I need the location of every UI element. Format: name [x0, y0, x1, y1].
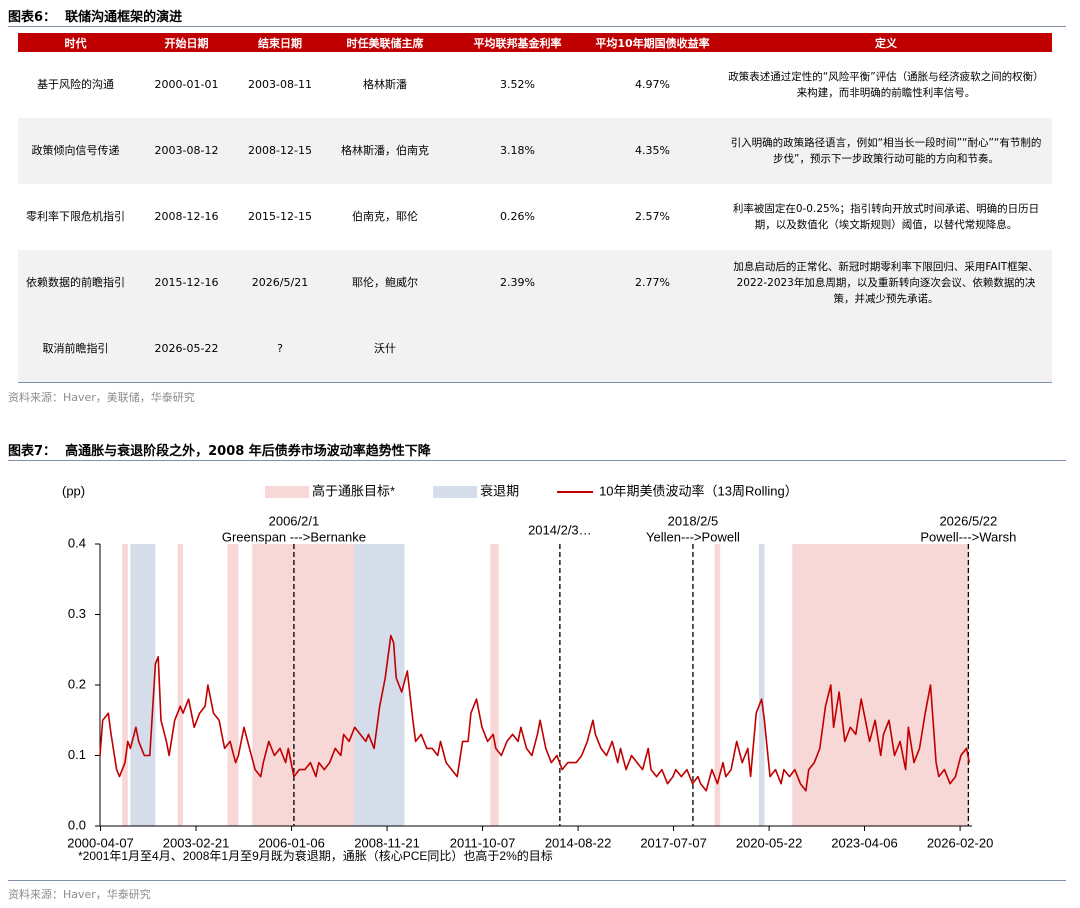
table-cell: 2.77% [635, 276, 670, 289]
x-tick-label: 2008-11-21 [354, 835, 420, 850]
shaded-band [177, 544, 184, 826]
table-cell: 2008-12-15 [248, 144, 312, 157]
table-body: 基于风险的沟通 2000-01-01 2003-08-11 格林斯潘 3.52% 4.97… [18, 52, 1052, 382]
table-cell: 加息启动后的正常化、新冠时期零利率下限回归、采用FAIT框架、2022-2023… [733, 261, 1039, 305]
table-cell [720, 316, 1052, 382]
shaded-band [714, 544, 721, 826]
table-cell: 2003-08-11 [248, 78, 312, 91]
table-cell: 引入明确的政策路径语言，例如“相当长一段时间”“耐心”“有节制的步伐”，预示下一… [730, 137, 1042, 165]
table-cell: 3.52% [500, 78, 535, 91]
table-cell: 取消前瞻指引 [42, 342, 109, 355]
x-tick-label: 2006-01-06 [258, 835, 325, 850]
rule [8, 26, 1066, 27]
table-cell: 2003-08-12 [154, 144, 219, 157]
header-cell: 平均联邦基金利率 [450, 33, 585, 52]
x-tick-label: 2017-07-07 [640, 835, 707, 850]
legend-label: 衰退期 [480, 483, 519, 498]
table-cell [585, 316, 720, 382]
event-label: Powell--->Warsh [920, 529, 1016, 544]
x-tick-label: 2011-10-07 [450, 835, 516, 850]
table-row: 零利率下限危机指引 2008-12-16 2015-12-15 伯南克，耶伦 0.26%… [18, 184, 1052, 250]
chart: (pp) *2001年1月至4月、2008年1月至9月既为衰退期，通胀（核心PC… [62, 483, 1016, 863]
table-cell: 2015-12-15 [248, 210, 312, 223]
table-cell: 2000-01-01 [154, 78, 219, 91]
shaded-band [490, 544, 499, 826]
table-cell: 政策倾向信号传递 [31, 144, 120, 157]
event-label: 2026/5/22 [939, 513, 997, 528]
rule [8, 880, 1066, 881]
table-cell: 格林斯潘 [363, 78, 407, 91]
y-tick-label: 0.2 [68, 676, 86, 691]
x-tick-label: 2003-02-21 [163, 835, 230, 850]
legend-label: 10年期美债波动率（13周Rolling） [599, 483, 798, 498]
header-row: 时代 开始日期 结束日期 时任美联储主席 平均联邦基金利率 平均10年期国债收益率 定义 [18, 33, 1052, 52]
source: 资料来源：Haver，美联储，华泰研究 [8, 391, 195, 404]
rule [8, 460, 1066, 461]
footnote: *2001年1月至4月、2008年1月至9月既为衰退期，通胀（核心PCE同比）也… [78, 848, 553, 863]
shaded-band [758, 544, 765, 826]
x-tick-label: 2023-04-06 [831, 835, 898, 850]
header-cell: 平均10年期国债收益率 [585, 33, 720, 52]
table-cell: 零利率下限危机指引 [26, 210, 125, 223]
event-label: Yellen--->Powell [646, 529, 740, 544]
y-tick-label: 0.1 [68, 747, 86, 762]
y-axis-label: (pp) [62, 483, 85, 498]
figure-title: 图表7： 高通胀与衰退阶段之外，2008 年后债券市场波动率趋势性下降 [8, 444, 431, 459]
table-cell [450, 316, 585, 382]
shaded-band [130, 544, 156, 826]
table-cell: 政策表述通过定性的“风险平衡”评估（通胀与经济疲软之间的权衡）来构建，而非明确的… [728, 71, 1044, 99]
y-tick-label: 0.3 [68, 606, 86, 621]
shaded-band [122, 544, 128, 826]
table: 时代 开始日期 结束日期 时任美联储主席 平均联邦基金利率 平均10年期国债收益率 定义 基… [18, 33, 1052, 382]
x-tick-label: 2000-04-07 [67, 835, 134, 850]
header-cell: 结束日期 [240, 33, 320, 52]
shaded-band [354, 544, 405, 826]
y-tick-label: 0.4 [68, 535, 86, 550]
legend-label: 高于通胀目标* [312, 483, 395, 498]
table-cell: 2015-12-16 [154, 276, 219, 289]
table-row: 政策倾向信号传递 2003-08-12 2008-12-15 格林斯潘，伯南克 3.18… [18, 118, 1052, 184]
table-cell: 0.26% [500, 210, 535, 223]
table-row: 基于风险的沟通 2000-01-01 2003-08-11 格林斯潘 3.52% 4.97… [18, 52, 1052, 118]
legend-swatch [265, 486, 309, 498]
table-cell: 基于风险的沟通 [37, 78, 114, 91]
x-tick-label: 2014-08-22 [545, 835, 612, 850]
legend-swatch [433, 486, 478, 498]
header-cell: 定义 [720, 33, 1052, 52]
table-cell: 4.35% [635, 144, 670, 157]
shaded-band [792, 544, 970, 826]
figure-title: 图表6： 联储沟通框架的演进 [8, 10, 183, 25]
event-label: Greenspan --->Bernanke [222, 529, 366, 544]
table-cell: 3.18% [500, 144, 535, 157]
shaded-band [227, 544, 239, 826]
table-cell: 格林斯潘，伯南克 [341, 144, 429, 157]
header-cell: 开始日期 [133, 33, 240, 52]
table-cell: 4.97% [635, 78, 670, 91]
table-cell: 依赖数据的前瞻指引 [26, 276, 125, 289]
table-cell: 2.39% [500, 276, 535, 289]
table-row: 依赖数据的前瞻指引 2015-12-16 2026/5/21 耶伦，鲍威尔 2.39% 2… [18, 250, 1052, 316]
table-cell: 2026/5/21 [251, 276, 309, 289]
y-tick-label: 0.0 [68, 817, 86, 832]
table-row: 取消前瞻指引 2026-05-22? 沃什 [18, 316, 1052, 382]
source: 资料来源：Haver，华泰研究 [8, 888, 151, 901]
rule [18, 382, 1052, 383]
table-cell: 耶伦，鲍威尔 [352, 276, 418, 289]
table-cell: 2008-12-16 [154, 210, 219, 223]
header-cell: 时代 [18, 33, 133, 52]
table-cell: ? [277, 342, 283, 355]
event-label: 2014/2/3… [528, 522, 592, 537]
x-tick-label: 2026-02-20 [927, 835, 994, 850]
x-tick-label: 2020-05-22 [736, 835, 803, 850]
table-cell: 利率被固定在0-0.25%；指引转向开放式时间承诺、明确的日历日期，以及数值化（… [732, 203, 1040, 231]
series-line [99, 634, 971, 792]
event-label: 2006/2/1 [269, 513, 320, 528]
event-label: 2018/2/5 [668, 513, 719, 528]
table-cell: 伯南克，耶伦 [352, 210, 418, 223]
table-cell: 2.57% [635, 210, 670, 223]
header-cell: 时任美联储主席 [320, 33, 450, 52]
table-cell: 沃什 [374, 342, 396, 355]
table-cell: 2026-05-22 [154, 342, 219, 355]
